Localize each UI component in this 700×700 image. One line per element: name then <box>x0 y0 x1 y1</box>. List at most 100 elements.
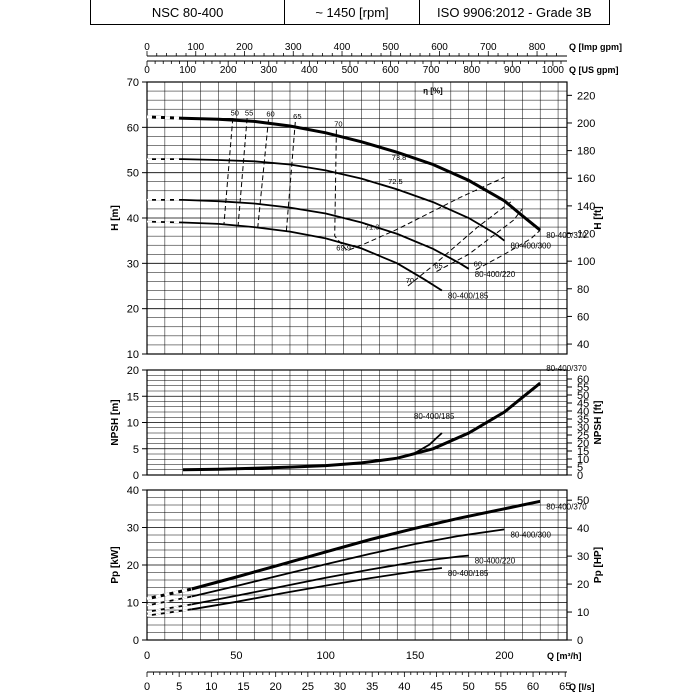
npsh-ytick-right-label: 45 <box>577 398 589 410</box>
head-ytick-label: 50 <box>127 168 139 180</box>
us-gpm-tick-label: 200 <box>220 65 237 76</box>
npsh-ytick-label: 5 <box>133 444 139 456</box>
efficiency-label: 70 <box>406 276 414 285</box>
npsh-curve-80-400-370 <box>182 381 542 472</box>
head-curve-80-400-300 <box>147 158 505 242</box>
ls-tick-label: 15 <box>237 681 249 693</box>
efficiency-line <box>223 118 234 225</box>
ls-tick-label: 25 <box>302 681 314 693</box>
npsh-ytick-right-label: 25 <box>577 430 589 442</box>
head-ytick-right-label: 40 <box>577 339 589 351</box>
head-curve-dash <box>146 220 183 224</box>
ls-tick-label: 5 <box>176 681 182 693</box>
power-curve-dash <box>146 587 193 601</box>
head-curve-80-400-185 <box>146 220 443 292</box>
ls-tick-label: 45 <box>430 681 442 693</box>
head-ytick-right-label: 140 <box>577 201 595 213</box>
npsh-ytick-label: 0 <box>133 470 139 482</box>
head-ytick-right-label: 120 <box>577 229 595 241</box>
head-ytick-label: 20 <box>127 304 139 316</box>
head-ytick-right-label: 220 <box>577 90 595 102</box>
power-ytick-label: 10 <box>127 598 139 610</box>
head-ytick-right-label: 200 <box>577 118 595 130</box>
power-ytick-right-label: 30 <box>577 551 589 563</box>
power-ytick-label: 40 <box>127 485 139 497</box>
npsh-curve-80-400-185 <box>414 432 443 454</box>
m3h-tick-label: 0 <box>144 650 150 662</box>
ls-tick-label: 20 <box>270 681 282 693</box>
power-curve-80-400-220 <box>146 554 469 613</box>
efficiency-line <box>407 199 514 287</box>
power-curve-dash <box>146 603 192 613</box>
imp-gpm-axis-label: Q [Imp gpm] <box>569 42 622 52</box>
us-gpm-tick-label: 1000 <box>542 65 565 76</box>
power-ytick-label: 20 <box>127 560 139 572</box>
npsh-ytick-right-label: 50 <box>577 390 589 402</box>
imp-gpm-tick-label: 400 <box>334 42 351 53</box>
power-series-label: 80-400/220 <box>475 557 516 566</box>
head-ytick-label: 40 <box>127 213 139 225</box>
npsh-ytick-label: 20 <box>127 365 139 377</box>
npsh-ytick-right-label: 55 <box>577 382 589 394</box>
power-ytick-label: 30 <box>127 523 139 535</box>
us-gpm-tick-label: 700 <box>423 65 440 76</box>
power-ytick-right-label: 20 <box>577 579 589 591</box>
efficiency-label: 60 <box>474 260 482 269</box>
imp-gpm-tick-label: 700 <box>480 42 497 53</box>
power-ytick-right-label: 50 <box>577 495 589 507</box>
ls-tick-label: 65 <box>559 681 571 693</box>
power-series-label: 80-400/300 <box>510 530 551 539</box>
imp-gpm-tick-label: 600 <box>431 42 448 53</box>
power-ylabel: Pp [kW] <box>110 546 121 583</box>
npsh-ytick-right-label: 35 <box>577 414 589 426</box>
head-ytick-right-label: 180 <box>577 146 595 158</box>
us-gpm-tick-label: 500 <box>342 65 359 76</box>
npsh-series-label: 80-400/185 <box>414 412 455 421</box>
us-gpm-tick-label: 300 <box>260 65 277 76</box>
head-ytick-label: 10 <box>127 349 139 361</box>
head-ylabel-right: H [ft] <box>593 206 604 229</box>
head-ylabel: H [m] <box>110 205 121 231</box>
ls-tick-label: 35 <box>366 681 378 693</box>
npsh-ylabel: NPSH [m] <box>110 399 121 445</box>
npsh-ytick-label: 10 <box>127 418 139 430</box>
head-ytick-right-label: 100 <box>577 256 595 268</box>
ls-tick-label: 60 <box>527 681 539 693</box>
imp-gpm-tick-label: 200 <box>236 42 253 53</box>
npsh-ylabel-right: NPSH [ft] <box>593 401 604 445</box>
us-gpm-tick-label: 600 <box>382 65 399 76</box>
power-ytick-right-label: 0 <box>577 635 583 647</box>
us-gpm-tick-label: 800 <box>463 65 480 76</box>
chart-header: NSC 80-400 ~ 1450 [rpm] ISO 9906:2012 - … <box>90 0 610 25</box>
power-series-label: 80-400/370 <box>546 502 587 511</box>
npsh-ytick-label: 15 <box>127 391 139 403</box>
efficiency-label: 65 <box>434 261 442 270</box>
head-ytick-right-label: 160 <box>577 173 595 185</box>
efficiency-point-label: 69.9 <box>336 244 351 253</box>
head-ytick-right-label: 80 <box>577 284 589 296</box>
power-ylabel-right: Pp [HP] <box>593 547 604 583</box>
efficiency-line <box>334 129 505 252</box>
head-series-label: 80-400/185 <box>448 292 489 301</box>
m3h-tick-label: 50 <box>230 650 242 662</box>
power-curve-dash <box>146 595 192 607</box>
ls-tick-label: 10 <box>205 681 217 693</box>
efficiency-point-label: 73.8 <box>392 153 407 162</box>
ls-tick-label: 0 <box>144 681 150 693</box>
m3h-axis-label: Q [m³/h] <box>547 651 582 661</box>
efficiency-line <box>257 119 269 228</box>
head-ytick-right-label: 60 <box>577 311 589 323</box>
head-series-label: 80-400/370 <box>546 231 587 240</box>
efficiency-label: 65 <box>293 112 301 121</box>
npsh-ytick-right-label: 0 <box>577 470 583 482</box>
power-curve-80-400-185 <box>146 567 443 617</box>
head-curve-dash <box>146 115 183 120</box>
us-gpm-axis-label: Q [US gpm] <box>569 65 619 75</box>
npsh-ytick-right-label: 30 <box>577 422 589 434</box>
m3h-tick-label: 150 <box>406 650 424 662</box>
ls-tick-label: 40 <box>398 681 410 693</box>
efficiency-label: 70 <box>334 120 342 129</box>
efficiency-label: 55 <box>245 108 253 117</box>
ls-tick-label: 50 <box>463 681 475 693</box>
